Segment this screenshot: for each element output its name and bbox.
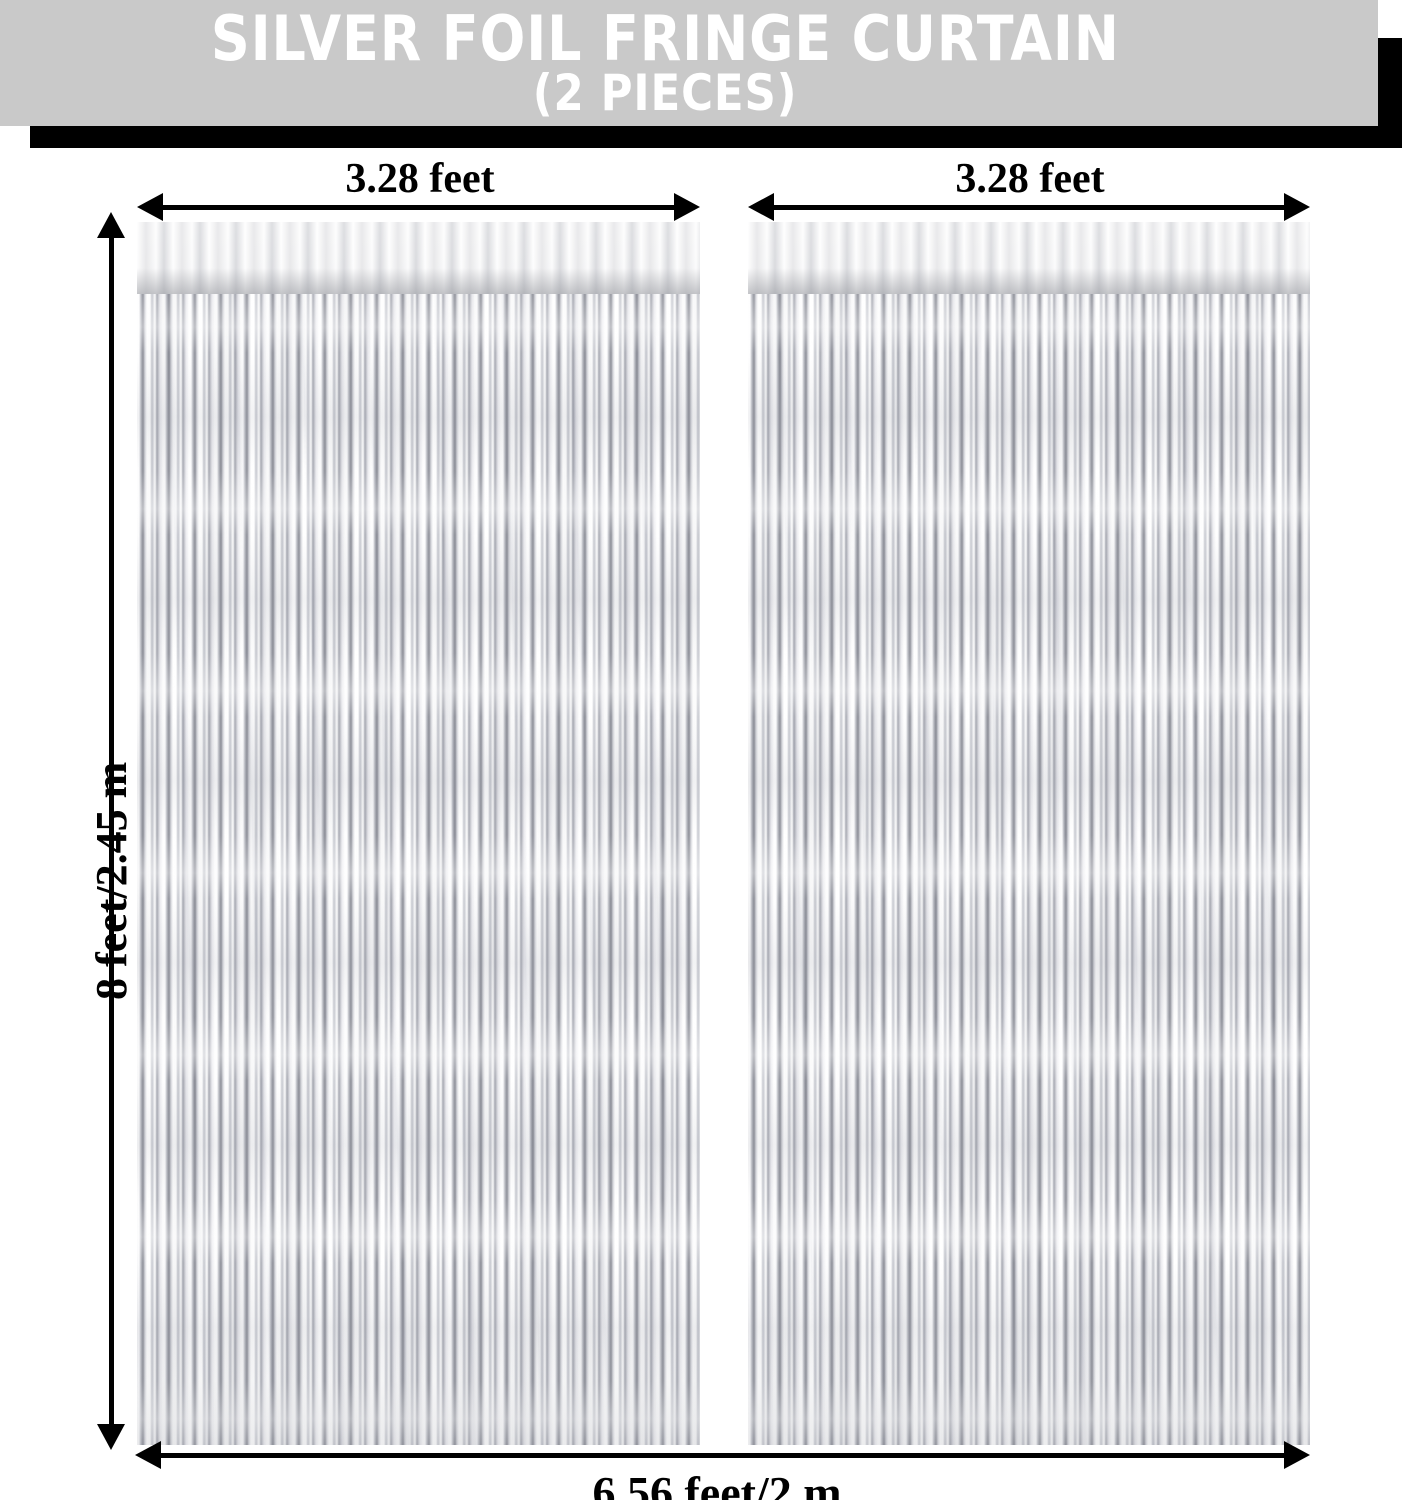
arrow-right-icon <box>1284 1441 1310 1469</box>
dimension-label-right-panel-width: 3.28 feet <box>955 156 1105 202</box>
dimension-line-right-panel-width <box>763 205 1297 210</box>
title-banner <box>0 0 1378 126</box>
right-curtain-panel <box>748 222 1310 1445</box>
dimension-label-total-width: 6.56 feet/2 m <box>592 1467 842 1500</box>
fringe-streaks <box>748 222 1310 1445</box>
arrow-left-icon <box>137 193 163 221</box>
dimension-line-left-panel-width <box>152 205 688 210</box>
arrow-left-icon <box>748 193 774 221</box>
arrow-right-icon <box>1284 193 1310 221</box>
panel-header-band <box>137 222 700 294</box>
dimension-line-total-width <box>150 1453 1297 1458</box>
panel-header-band <box>748 222 1310 294</box>
arrow-up-icon <box>97 212 125 238</box>
arrow-right-icon <box>674 193 700 221</box>
fringe-streaks <box>137 222 700 1445</box>
dimension-label-height: 8 feet/2.45 m <box>87 761 136 1000</box>
left-curtain-panel <box>137 222 700 1445</box>
banner-title-line-1: SILVER FOIL FRINGE CURTAIN <box>210 2 1120 76</box>
title-banner-text: SILVER FOIL FRINGE CURTAIN (2 PIECES) <box>0 0 1330 126</box>
arrow-down-icon <box>97 1424 125 1450</box>
dimension-label-left-panel-width: 3.28 feet <box>345 156 495 202</box>
banner-title-line-2: (2 PIECES) <box>532 63 798 122</box>
arrow-left-icon <box>135 1441 161 1469</box>
dimension-line-height <box>109 235 114 1427</box>
